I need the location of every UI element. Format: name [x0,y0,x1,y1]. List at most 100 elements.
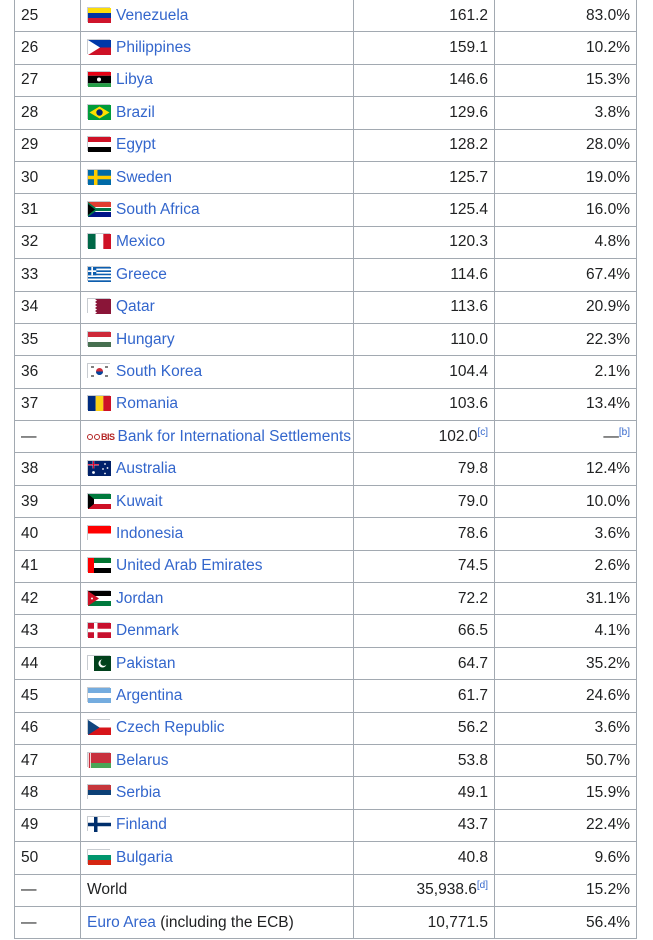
reserves-value: 114.6 [450,265,488,283]
country-cell: South Korea [80,355,354,389]
reserves-value: 102.0 [438,427,478,445]
country-cell: Bulgaria [80,841,354,875]
table-row: 39 Kuwait 79.0 10.0% [14,484,637,519]
country-cell: Jordan [80,582,354,616]
table-row: 27 Libya 146.6 15.3% [14,63,637,98]
serbia-flag-icon [87,784,111,801]
percent-cell: —[b] [494,420,637,454]
country-link[interactable]: Brazil [116,103,155,121]
sweden-flag-icon [87,168,111,185]
reserves-value: 129.6 [449,103,488,121]
percent-value: 19.0% [586,168,630,186]
indonesia-flag-icon [87,524,111,541]
country-link[interactable]: Belarus [116,751,169,769]
country-link[interactable]: Denmark [116,622,179,640]
country-label: World [87,881,128,899]
table-row: 50 Bulgaria 40.8 9.6% [14,841,637,875]
reserves-cell: 79.8 [353,452,495,486]
reserves-cell: 78.6 [353,517,495,551]
jordan-flag-icon [87,589,111,606]
country-link[interactable]: Finland [116,816,167,834]
reserves-cell: 120.3 [353,225,495,260]
table-row: 45 Argentina 61.7 24.6% [14,679,637,713]
country-link[interactable]: Venezuela [116,6,189,24]
country-link[interactable]: Greece [116,265,167,283]
country-link[interactable]: Serbia [116,784,161,802]
footnote-link[interactable]: [d] [476,880,488,892]
south-korea-flag-icon [87,362,111,379]
percent-value: 67.4% [586,265,630,283]
country-cell: Mexico [80,225,354,260]
percent-cell: 31.1% [494,582,637,616]
country-link[interactable]: Libya [116,71,154,89]
country-link[interactable]: Sweden [116,168,173,186]
country-cell: Argentina [80,679,354,713]
percent-cell: 9.6% [494,841,637,875]
percent-cell: 15.3% [494,63,637,98]
country-link[interactable]: Egypt [116,136,156,154]
country-cell: Qatar [80,290,354,324]
table-row: 49 Finland 43.7 22.4% [14,808,637,843]
country-link[interactable]: Hungary [116,330,175,348]
rank-cell: 49 [14,808,81,843]
reserves-value: 103.6 [449,395,488,413]
table-row: 32 Mexico 120.3 4.8% [14,225,637,260]
reserves-value: 110.0 [450,330,488,348]
country-link[interactable]: Romania [116,395,179,413]
percent-cell: 3.6% [494,711,637,745]
country-link[interactable]: Pakistan [116,654,176,672]
country-link[interactable]: Jordan [116,589,164,607]
reserves-cell: 146.6 [353,63,495,98]
percent-value: 10.2% [586,39,630,57]
rank-cell: 36 [14,355,81,389]
reserves-value: 10,771.5 [427,913,488,931]
rank-cell: 30 [14,160,81,195]
rank-cell: 40 [14,517,81,551]
percent-cell: 10.2% [494,31,637,65]
percent-cell: 19.0% [494,160,637,195]
country-link[interactable]: Kuwait [116,492,163,510]
reserves-value: 56.2 [457,719,488,737]
percent-value: 16.0% [586,201,630,219]
footnote-link[interactable]: [b] [618,426,630,438]
country-link[interactable]: Bulgaria [116,848,173,866]
rank-cell: 25 [14,0,81,33]
country-link[interactable]: Mexico [116,233,166,251]
belarus-flag-icon [87,751,111,768]
rank-cell: 38 [14,452,81,486]
rank-cell: 26 [14,31,81,65]
australia-flag-icon [87,460,111,477]
percent-value: — [603,427,619,445]
country-link[interactable]: Czech Republic [116,719,225,737]
country-cell: World [80,873,354,907]
country-cell: United Arab Emirates [80,549,354,584]
pakistan-flag-icon [87,654,111,671]
reserves-cell: 35,938.6[d] [353,873,495,907]
country-link[interactable]: South Africa [116,201,200,219]
reserves-value: 113.6 [450,298,488,316]
country-link[interactable]: Bank for International Settlements [117,427,352,445]
country-cell: Greece [80,258,354,292]
reserves-cell: 49.1 [353,776,495,810]
country-cell: Finland [80,808,354,843]
country-link[interactable]: United Arab Emirates [116,557,263,575]
country-link[interactable]: Indonesia [116,524,184,542]
country-link[interactable]: South Korea [116,362,203,380]
footnote-link[interactable]: [c] [477,426,488,438]
table-row: 47 Belarus 53.8 50.7% [14,743,637,778]
reserves-cell: 113.6 [353,290,495,324]
reserves-cell: 110.0 [353,322,495,357]
country-link[interactable]: Philippines [116,39,191,57]
country-link[interactable]: Euro Area [87,913,156,931]
country-link[interactable]: Qatar [116,298,155,316]
percent-cell: 16.0% [494,193,637,227]
country-link[interactable]: Australia [116,460,177,478]
reserves-cell: 128.2 [353,128,495,162]
percent-cell: 4.1% [494,614,637,648]
percent-value: 10.0% [586,492,630,510]
kuwait-flag-icon [87,492,111,509]
country-link[interactable]: Argentina [116,686,183,704]
reserves-cell: 64.7 [353,646,495,681]
percent-value: 50.7% [586,751,630,769]
bis-logo-icon: BIS [87,432,115,442]
